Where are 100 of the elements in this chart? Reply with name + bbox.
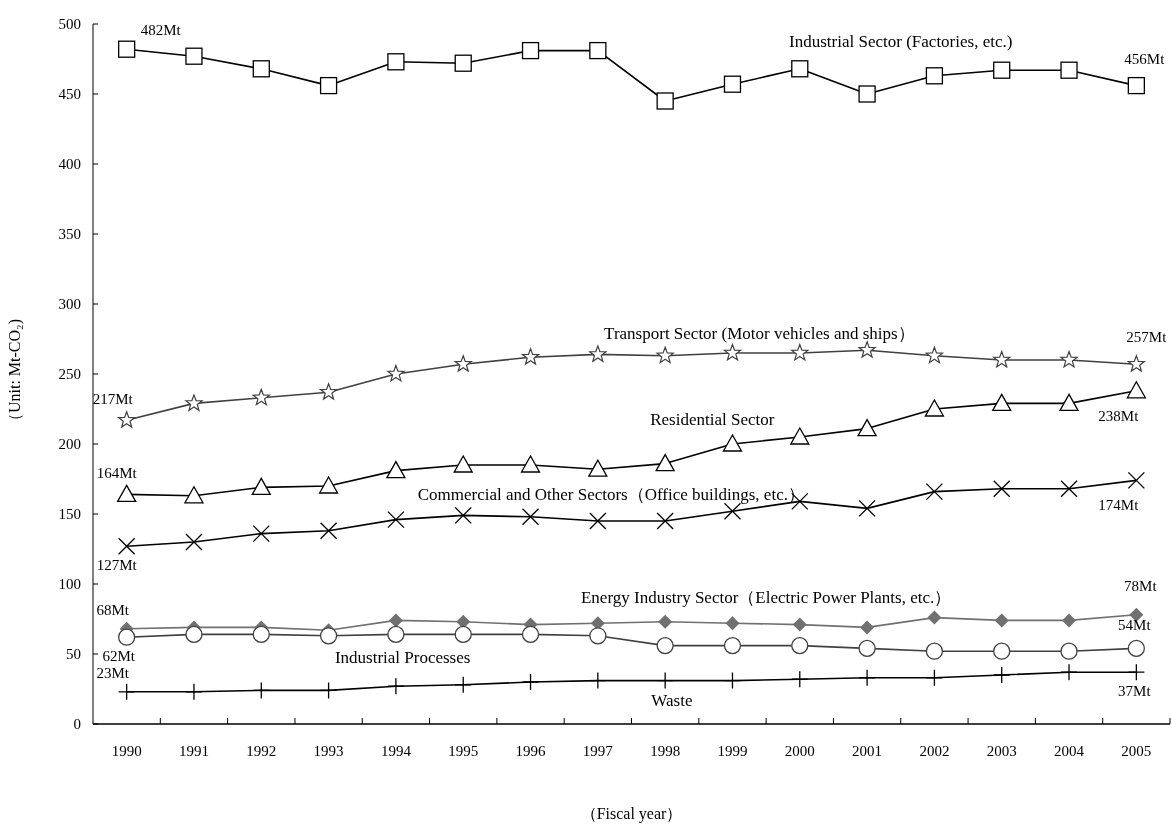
series-label: Residential Sector [650,409,775,429]
x-tick-label: 1992 [246,743,277,759]
data-label: 257Mt [1126,329,1168,346]
point [184,486,204,504]
point [925,642,944,660]
point [1127,76,1145,95]
point [1060,480,1078,498]
point [790,427,810,445]
point [1060,350,1078,368]
point [521,41,540,60]
y-tick-label: 200 [58,436,81,453]
point [656,346,674,364]
data-label: 62Mt [102,648,136,665]
point [723,343,742,361]
point [858,639,876,658]
data-label: 174Mt [1098,497,1140,514]
point [117,411,136,428]
point [252,388,270,406]
point [925,346,944,364]
x-tick-label: 1993 [313,743,344,759]
x-tick-label: 2003 [986,743,1017,759]
point [118,537,136,555]
point [655,453,675,472]
point [454,54,472,72]
point [252,60,270,78]
series-label: Energy Industry Sector（Electric Power Plants, etc.） [580,587,952,607]
point [387,364,405,382]
y-tick-label: 450 [58,86,81,103]
data-label: 23Mt [96,664,130,681]
x-axis-title: （Fiscal year） [580,805,683,823]
point [792,617,807,632]
point [791,343,809,361]
point [589,512,607,530]
x-tick-label: 1998 [650,743,681,759]
y-tick-label: 0 [73,716,81,733]
point [185,533,203,551]
x-tick-label: 2005 [1121,743,1152,759]
y-tick-label: 350 [58,226,81,243]
point [387,53,405,71]
point [185,625,203,644]
point [456,614,471,629]
series-label: Industrial Sector (Factories, etc.) [789,31,1013,51]
point [656,512,674,530]
point [454,355,472,372]
point [924,399,945,417]
data-label: 37Mt [1118,683,1152,700]
data-label: 482Mt [140,22,182,39]
point [791,636,809,655]
point [1126,381,1146,399]
point [521,625,540,644]
point [656,636,674,655]
point [319,76,338,95]
y-tick-label: 50 [66,646,81,663]
x-tick-label: 1994 [380,743,412,759]
point [387,510,405,529]
point [588,459,608,477]
point [860,620,875,635]
point [589,345,607,362]
point [927,610,942,625]
point [992,393,1012,412]
point [387,625,405,644]
point [993,642,1011,660]
point [857,418,877,437]
point [454,625,472,644]
point [993,61,1011,79]
point [723,671,742,690]
point [319,522,338,540]
point [521,508,540,526]
y-tick-label: 100 [58,576,81,593]
point [1127,639,1145,658]
y-tick-label: 250 [58,366,81,383]
point [318,476,339,494]
point [118,628,136,646]
point [319,627,338,645]
point [252,625,270,644]
point [925,669,944,687]
point [319,681,338,700]
point [118,40,136,58]
point [656,92,674,110]
point [994,613,1009,628]
y-tick-label: 300 [58,296,81,313]
point [1060,642,1078,660]
point [1059,393,1079,412]
point [925,67,944,85]
point [185,47,203,65]
point [453,455,473,473]
y-tick-label: 400 [58,156,81,173]
point [1127,471,1145,490]
data-label: 127Mt [96,557,138,574]
series-label: Waste [651,691,693,711]
point [725,616,740,631]
point [925,482,944,501]
point [858,499,876,518]
point [319,383,338,400]
data-label: 164Mt [96,465,138,482]
data-label: 238Mt [1098,407,1140,424]
point [658,614,673,629]
y-axis-title: （Unit: Mt-CO₂) [6,318,24,430]
point [521,673,540,691]
series-label: Industrial Processes [334,647,471,667]
